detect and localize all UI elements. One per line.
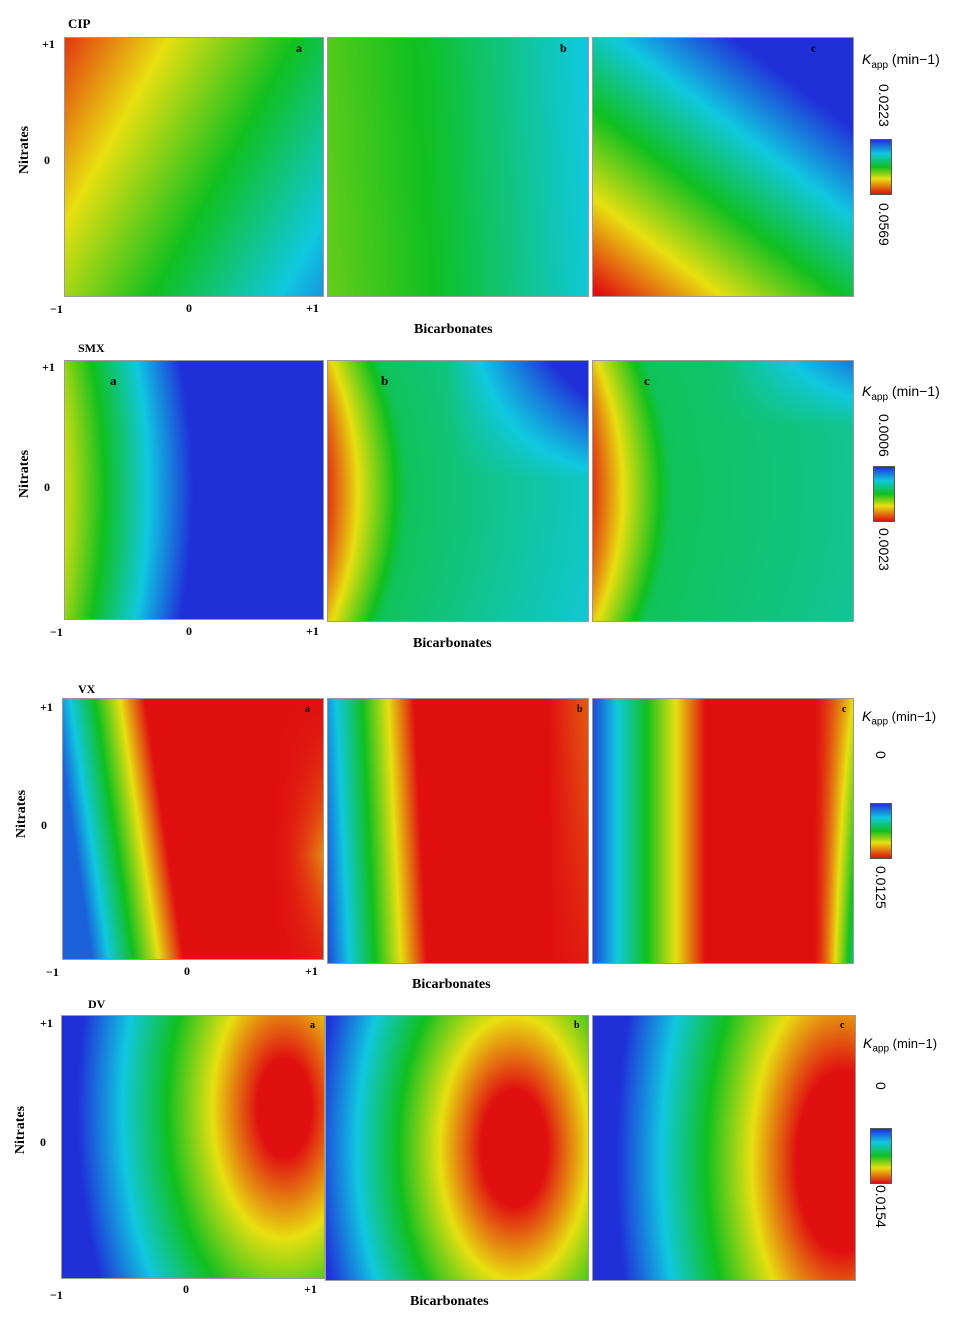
colorbar bbox=[870, 803, 892, 859]
x-tick-label: 0 bbox=[186, 301, 192, 315]
x-tick-label: 0 bbox=[184, 964, 190, 978]
y-tick-label: 0 bbox=[41, 818, 47, 832]
x-tick-label: −1 bbox=[50, 1288, 63, 1302]
heatmap-canvas bbox=[593, 1016, 855, 1280]
heatmap-panel-b bbox=[327, 698, 589, 964]
heatmap-canvas bbox=[593, 38, 853, 296]
colorbar bbox=[873, 466, 895, 522]
panel-label-a: a bbox=[305, 704, 310, 715]
y-tick-label: +1 bbox=[42, 37, 55, 51]
panel-label-b: b bbox=[577, 704, 583, 715]
y-tick-label: 0 bbox=[44, 480, 50, 494]
x-tick-label: +1 bbox=[305, 964, 318, 978]
colorbar-title: Kapp (min−1) bbox=[862, 51, 940, 71]
x-tick-label: −1 bbox=[50, 625, 63, 639]
x-tick-label: 0 bbox=[183, 1282, 189, 1296]
colorbar-title: Kapp (min−1) bbox=[862, 708, 936, 728]
panel-label-c: c bbox=[644, 373, 650, 388]
heatmap-canvas bbox=[593, 699, 853, 963]
colorbar-title: Kapp (min−1) bbox=[863, 1035, 937, 1055]
heatmap-panel-c bbox=[592, 360, 854, 622]
heatmap-canvas bbox=[593, 361, 853, 621]
group-title: DV bbox=[88, 997, 106, 1011]
heatmap-panel-c bbox=[592, 37, 854, 297]
y-tick-label: +1 bbox=[40, 700, 53, 714]
heatmap-panel-c bbox=[592, 1015, 856, 1281]
panel-label-a: a bbox=[110, 373, 117, 388]
x-tick-label: −1 bbox=[50, 302, 63, 316]
colorbar bbox=[870, 1128, 892, 1184]
smx-group: SMX a b c +1 0 Nitrates −1 0 +1 Bicarbon… bbox=[17, 341, 940, 651]
x-axis-title: Bicarbonates bbox=[414, 322, 493, 337]
colorbar-unit: (min−1) bbox=[891, 51, 940, 67]
group-title: SMX bbox=[78, 341, 105, 355]
x-tick-label: +1 bbox=[306, 624, 319, 638]
panel-label-c: c bbox=[842, 704, 847, 715]
colorbar-k: K bbox=[862, 383, 872, 399]
colorbar-unit: (min−1) bbox=[892, 1036, 938, 1051]
heatmap-canvas bbox=[328, 38, 588, 296]
heatmap-canvas bbox=[328, 361, 588, 621]
heatmap-panel-a bbox=[62, 698, 324, 960]
y-tick-label: 0 bbox=[40, 1135, 46, 1149]
x-axis-title: Bicarbonates bbox=[410, 1294, 489, 1309]
colorbar-k: K bbox=[862, 708, 872, 724]
colorbar-max-label: 0 bbox=[873, 1082, 889, 1090]
panel-label-b: b bbox=[560, 41, 567, 55]
y-tick-label: +1 bbox=[42, 360, 55, 374]
panel-label-a: a bbox=[296, 41, 302, 55]
heatmap-panel-b bbox=[327, 37, 589, 297]
x-tick-label: +1 bbox=[306, 301, 319, 315]
heatmap-canvas bbox=[65, 361, 323, 619]
colorbar-k: K bbox=[862, 51, 872, 67]
heatmap-panel-b bbox=[325, 1015, 589, 1281]
heatmap-canvas bbox=[63, 699, 323, 959]
heatmap-panel-a bbox=[64, 37, 324, 297]
heatmap-canvas bbox=[62, 1016, 324, 1278]
colorbar-min-label: 0.0154 bbox=[873, 1185, 889, 1228]
colorbar-sub: app bbox=[871, 59, 889, 71]
y-axis-title: Nitrates bbox=[13, 1105, 28, 1155]
panel-label-c: c bbox=[840, 1020, 845, 1031]
cip-group: CIP a b c +1 0 Nitrates −1 0 +1 Bicarbon… bbox=[0, 0, 958, 340]
x-tick-label: +1 bbox=[304, 1282, 317, 1296]
panel-label-b: b bbox=[574, 1020, 580, 1031]
y-tick-label: +1 bbox=[40, 1016, 53, 1030]
heatmap-canvas bbox=[65, 38, 323, 296]
panel-label-a: a bbox=[310, 1020, 315, 1031]
group-title: CIP bbox=[68, 16, 91, 31]
x-axis-title: Bicarbonates bbox=[412, 977, 491, 992]
x-tick-label: 0 bbox=[186, 624, 192, 638]
y-tick-label: 0 bbox=[44, 153, 50, 167]
heatmap-canvas bbox=[328, 699, 588, 963]
heatmap-panel-a bbox=[64, 360, 324, 620]
colorbar-k: K bbox=[863, 1035, 873, 1051]
heatmap-canvas bbox=[326, 1016, 588, 1280]
colorbar-unit: (min−1) bbox=[891, 383, 940, 399]
heatmap-panel-a bbox=[61, 1015, 325, 1279]
colorbar bbox=[870, 139, 892, 195]
colorbar-sub: app bbox=[871, 716, 889, 728]
panel-label-b: b bbox=[381, 373, 389, 388]
group-title: VX bbox=[78, 682, 96, 696]
heatmap-panel-b bbox=[327, 360, 589, 622]
colorbar-title: Kapp (min−1) bbox=[862, 383, 940, 403]
x-tick-label: −1 bbox=[46, 965, 59, 979]
heatmap-panel-c bbox=[592, 698, 854, 964]
x-axis-title: Bicarbonates bbox=[413, 636, 492, 651]
panel-label-c: c bbox=[811, 41, 817, 55]
vx-group: VX a b c +1 0 Nitrates −1 0 +1 Bicarbona… bbox=[14, 682, 936, 992]
colorbar-sub: app bbox=[871, 391, 889, 403]
colorbar-unit: (min−1) bbox=[891, 709, 937, 724]
colorbar-sub: app bbox=[872, 1043, 890, 1055]
